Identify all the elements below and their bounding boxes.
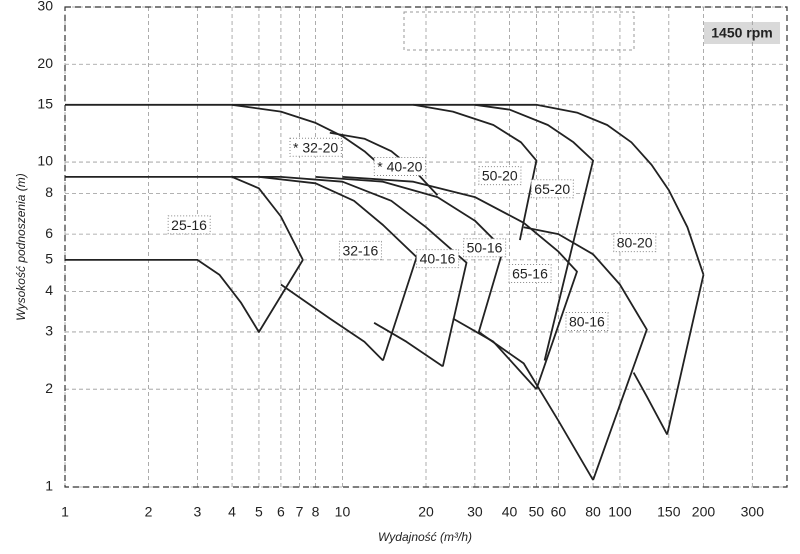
curve-label-box [530,179,574,199]
curve-label-box [478,166,522,186]
curve-label-text: 65-20 [534,181,570,197]
pump-curve [666,274,705,435]
x-tick-label: 5 [255,504,263,520]
pump-curve [413,103,538,241]
pump-curve [280,283,384,362]
curve-label-box [565,312,609,332]
rpm-badge: 1450 rpm [711,25,772,41]
x-tick-label: 40 [502,504,518,520]
x-tick-label: 4 [228,504,236,520]
y-tick-label: 4 [45,282,53,298]
curve-label-box [613,233,657,253]
curve-label: * 40-20 [373,157,427,177]
x-tick-label: 7 [296,504,304,520]
pump-curve [315,176,505,333]
curve-label-text: 50-16 [467,240,503,256]
x-tick-label: 2 [145,504,153,520]
curve-label-box [373,157,427,177]
curve-label-text: * 40-20 [377,159,422,175]
y-tick-label: 8 [45,184,53,200]
y-tick-label: 2 [45,380,53,396]
curve-label-text: 32-16 [342,242,378,258]
curve-label: 25-16 [167,215,211,235]
curve-label-text: * 32-20 [293,139,338,155]
pump-curve [523,226,648,481]
x-tick-label: 300 [741,504,765,520]
x-axis-label: Wydajność (m³/h) [378,530,472,544]
pump-curve [231,103,386,170]
x-tick-label: 30 [467,504,483,520]
x-tick-label: 6 [277,504,285,520]
pump-curve [474,103,594,361]
pump-curve [452,317,538,390]
curve-label: 80-20 [613,233,657,253]
curve-label-box [508,263,552,283]
curve-label-box [338,240,382,260]
y-tick-label: 5 [45,251,53,267]
curve-label-text: 80-20 [617,235,653,251]
y-tick-label: 10 [37,153,53,169]
pump-curve [258,176,418,361]
badge-bg [704,22,780,44]
y-tick-label: 15 [37,96,53,112]
curve-label-text: 40-16 [420,251,456,267]
y-tick-label: 6 [45,225,53,241]
pump-curve [231,176,304,261]
pump-curve [65,103,705,275]
curve-label-text: 80-16 [569,314,605,330]
x-tick-label: 1 [61,504,69,520]
y-tick-label: 30 [37,0,53,14]
y-axis-label: Wysokość podnoszenia (m) [14,173,28,320]
curve-label-box [416,249,460,269]
x-tick-label: 200 [692,504,716,520]
pump-curve [342,176,578,390]
curve-label: 50-16 [463,238,507,258]
curve-label: 50-20 [478,166,522,186]
curve-label-text: 50-20 [482,168,518,184]
curve-label: 65-16 [508,263,552,283]
x-tick-label: 60 [551,504,567,520]
x-tick-label: 80 [585,504,601,520]
curve-label-text: 25-16 [171,217,207,233]
pump-curve [478,331,594,481]
curve-label-box [289,137,342,157]
x-tick-label: 10 [335,504,351,520]
x-tick-label: 8 [312,504,320,520]
pump-curve [632,372,668,436]
x-tick-label: 3 [193,504,201,520]
curve-label: 65-20 [530,179,574,199]
curve-label-text: 65-16 [512,265,548,281]
curve-label: * 32-20 [289,137,342,157]
curve-label: 32-16 [338,240,382,260]
plot-frame [64,6,788,488]
x-tick-label: 150 [657,504,681,520]
placeholder-box [403,11,635,51]
pump-curve [329,131,439,196]
curve-label-box [463,238,507,258]
pump-curve [373,322,444,368]
y-tick-label: 20 [37,55,53,71]
pump-curve [65,259,304,333]
x-tick-label: 100 [608,504,632,520]
curve-label: 80-16 [565,312,609,332]
pump-curve [280,176,468,367]
curve-label-box [167,215,211,235]
y-tick-label: 1 [45,478,53,494]
curve-label: 40-16 [416,249,460,269]
x-tick-label: 20 [418,504,434,520]
y-tick-label: 3 [45,323,53,339]
x-tick-label: 50 [529,504,545,520]
